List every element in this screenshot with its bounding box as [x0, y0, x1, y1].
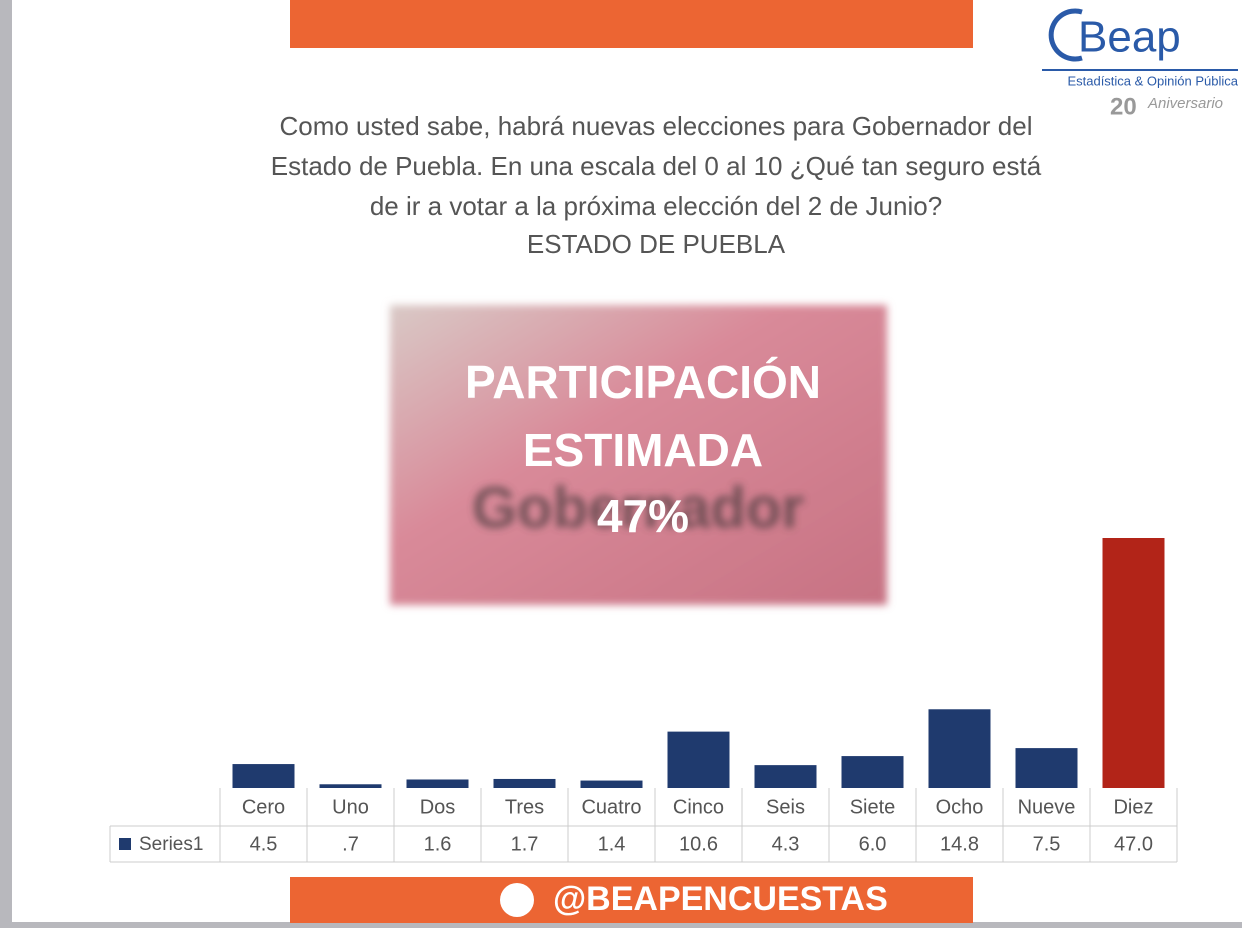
value-label: 47.0 — [1114, 833, 1153, 855]
logo-tagline: Estadística & Opinión Pública — [1067, 73, 1238, 88]
bar — [1102, 538, 1165, 788]
value-label: 6.0 — [859, 833, 887, 855]
photo: Gobernador PARTICIPACIÓN ESTIMADA 47% — [390, 305, 887, 605]
top-banner — [290, 0, 973, 48]
bar — [232, 764, 295, 788]
value-label: 7.5 — [1033, 833, 1061, 855]
overlay-line: ESTIMADA — [523, 424, 763, 476]
bar — [406, 779, 469, 788]
question-line: Como usted sabe, habrá nuevas elecciones… — [279, 111, 1032, 141]
overlay-line: PARTICIPACIÓN — [465, 356, 821, 408]
bar — [928, 709, 991, 788]
bottom-strip — [0, 922, 1242, 928]
question-line: ESTADO DE PUEBLA — [527, 229, 786, 259]
photo-bg — [390, 305, 887, 605]
value-label: 4.5 — [250, 833, 278, 855]
anniversary-number: 20 — [1110, 93, 1137, 120]
value-label: 4.3 — [772, 833, 800, 855]
twitter-icon — [500, 883, 534, 917]
value-label: .7 — [342, 833, 359, 855]
anniversary-text: Aniversario — [1147, 95, 1223, 112]
category-label: Cuatro — [581, 796, 641, 818]
value-label: 1.4 — [598, 833, 626, 855]
side-strip — [0, 0, 12, 928]
bar — [841, 756, 904, 788]
category-label: Diez — [1113, 796, 1153, 818]
category-label: Uno — [332, 796, 369, 818]
value-label: 1.6 — [424, 833, 452, 855]
logo: Beap Estadística & Opinión Pública 20 An… — [1042, 8, 1239, 120]
value-label: 1.7 — [511, 833, 539, 855]
bar — [667, 731, 730, 788]
overlay-line: 47% — [597, 490, 689, 542]
category-label: Cero — [242, 796, 285, 818]
category-label: Tres — [505, 796, 544, 818]
footer-handle: @BEAPENCUESTAS — [553, 880, 888, 918]
category-label: Nueve — [1018, 796, 1076, 818]
question: Como usted sabe, habrá nuevas elecciones… — [271, 111, 1042, 259]
legend-swatch — [119, 838, 131, 850]
bar — [580, 780, 643, 788]
category-label: Dos — [420, 796, 456, 818]
question-line: de ir a votar a la próxima elección del … — [370, 191, 942, 221]
bar — [319, 784, 382, 788]
category-label: Siete — [850, 796, 896, 818]
bar — [754, 765, 817, 788]
chart: Series1 Cero 4.5 Uno .7 Dos 1.6 Tres 1.7 Cuatro 1.… — [109, 538, 1178, 863]
value-label: 14.8 — [940, 833, 979, 855]
value-label: 10.6 — [679, 833, 718, 855]
footer-banner — [290, 877, 973, 923]
category-label: Ocho — [936, 796, 984, 818]
logo-name: Beap — [1078, 13, 1181, 62]
question-line: Estado de Puebla. En una escala del 0 al… — [271, 151, 1042, 181]
category-label: Cinco — [673, 796, 724, 818]
logo-swirl — [1048, 8, 1083, 62]
photo-text: Gobernador — [472, 475, 804, 540]
bar — [1015, 748, 1078, 788]
bar — [493, 778, 556, 788]
category-label: Seis — [766, 796, 805, 818]
legend-label: Series1 — [139, 834, 203, 855]
